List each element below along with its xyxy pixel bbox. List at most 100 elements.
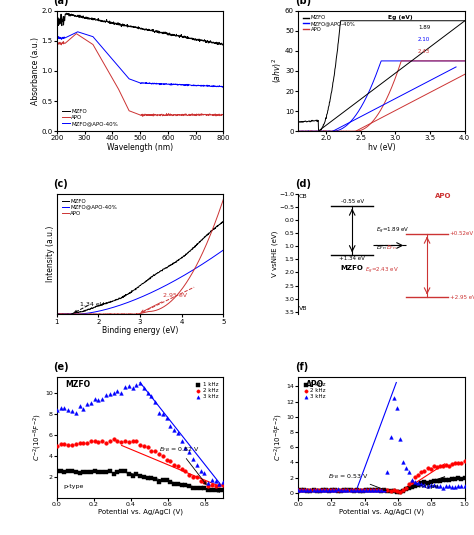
MZFO bbox=[180, 34, 185, 41]
2 kHz bbox=[83, 438, 91, 447]
1 kHz bbox=[455, 474, 462, 483]
2 kHz bbox=[424, 463, 431, 472]
Line: MZFO@APO-40%: MZFO@APO-40% bbox=[57, 32, 223, 87]
1 kHz bbox=[151, 475, 159, 484]
MZFO bbox=[97, 17, 103, 24]
MZFO@APO-40% bbox=[84, 32, 90, 38]
3 kHz bbox=[159, 410, 166, 418]
3 kHz bbox=[76, 402, 83, 410]
2 kHz bbox=[368, 486, 376, 494]
2 kHz bbox=[396, 487, 403, 496]
Text: 2.43: 2.43 bbox=[418, 49, 430, 54]
APO bbox=[70, 311, 75, 318]
2 kHz bbox=[362, 486, 370, 494]
3 kHz bbox=[178, 437, 185, 445]
3 kHz bbox=[155, 409, 163, 417]
MZFO@APO-40% bbox=[180, 82, 185, 88]
Text: APO: APO bbox=[307, 380, 325, 389]
Text: MZFO: MZFO bbox=[341, 265, 364, 271]
1 kHz bbox=[129, 471, 137, 480]
1 kHz bbox=[353, 486, 360, 494]
3 kHz bbox=[442, 482, 450, 491]
Legend: 1 kHz, 2 kHz, 3 kHz: 1 kHz, 2 kHz, 3 kHz bbox=[193, 380, 220, 401]
3 kHz bbox=[72, 408, 80, 417]
Text: APO: APO bbox=[435, 193, 451, 199]
Text: +0.52eV: +0.52eV bbox=[449, 231, 474, 236]
2 kHz bbox=[118, 438, 125, 446]
MZFO bbox=[152, 28, 158, 35]
2 kHz bbox=[147, 447, 155, 455]
2 kHz bbox=[91, 437, 99, 446]
1 kHz bbox=[133, 470, 140, 479]
3 kHz bbox=[137, 378, 144, 387]
3 kHz bbox=[418, 480, 425, 488]
3 kHz bbox=[182, 444, 189, 453]
2 kHz bbox=[381, 486, 388, 494]
3 kHz bbox=[439, 483, 447, 492]
2 kHz bbox=[170, 461, 178, 470]
2 kHz bbox=[87, 437, 95, 445]
3 kHz bbox=[377, 486, 385, 494]
3 kHz bbox=[322, 486, 329, 494]
2 kHz bbox=[408, 477, 416, 486]
MZFO bbox=[152, 271, 158, 278]
1 kHz bbox=[121, 467, 129, 476]
1 kHz bbox=[57, 467, 64, 476]
MZFO@APO-40% bbox=[97, 42, 103, 48]
3 kHz bbox=[95, 396, 102, 404]
1 kHz bbox=[442, 476, 450, 485]
1 kHz bbox=[371, 486, 379, 495]
2 kHz bbox=[344, 486, 351, 494]
2 kHz bbox=[340, 486, 348, 494]
Text: $E_{FB}$ = 0.53 V: $E_{FB}$ = 0.53 V bbox=[328, 472, 386, 491]
3 kHz bbox=[303, 485, 311, 494]
MZFO@APO-40% bbox=[165, 281, 171, 287]
2 kHz bbox=[155, 450, 163, 458]
1 kHz bbox=[439, 476, 447, 484]
3 kHz bbox=[64, 406, 72, 414]
2 kHz bbox=[346, 486, 354, 495]
3 kHz bbox=[430, 481, 438, 490]
X-axis label: Potential vs. Ag/AgCl (V): Potential vs. Ag/AgCl (V) bbox=[98, 508, 182, 515]
1 kHz bbox=[334, 486, 342, 495]
3 kHz bbox=[445, 482, 453, 490]
3 kHz bbox=[68, 407, 76, 415]
MZFO@APO-40% bbox=[83, 310, 89, 317]
2 kHz bbox=[76, 439, 83, 447]
2 kHz bbox=[151, 447, 159, 455]
3 kHz bbox=[455, 482, 462, 491]
APO bbox=[73, 30, 79, 37]
2 kHz bbox=[137, 440, 144, 449]
1 kHz bbox=[368, 486, 376, 495]
Line: APO: APO bbox=[57, 200, 223, 315]
Text: 1.34 eV: 1.34 eV bbox=[74, 302, 104, 312]
3 kHz bbox=[411, 477, 419, 486]
Text: p-type: p-type bbox=[64, 484, 84, 489]
2 kHz bbox=[377, 486, 385, 495]
APO bbox=[97, 54, 103, 60]
1 kHz bbox=[322, 486, 329, 494]
1 kHz bbox=[418, 479, 425, 488]
MZFO@APO-40% bbox=[220, 84, 226, 90]
1 kHz bbox=[457, 475, 465, 483]
1 kHz bbox=[405, 484, 413, 492]
MZFO@APO-40% bbox=[54, 34, 60, 41]
3 kHz bbox=[365, 486, 373, 494]
2 kHz bbox=[430, 462, 438, 471]
1 kHz bbox=[319, 486, 327, 494]
Text: $E_g$=1.89 eV: $E_g$=1.89 eV bbox=[375, 225, 409, 235]
2 kHz bbox=[53, 442, 61, 450]
Text: +2.95 eV: +2.95 eV bbox=[449, 295, 474, 300]
Text: n-type: n-type bbox=[418, 484, 438, 489]
3 kHz bbox=[189, 455, 197, 463]
3 kHz bbox=[340, 485, 348, 494]
1 kHz bbox=[118, 467, 125, 476]
MZFO bbox=[54, 17, 60, 24]
2 kHz bbox=[390, 486, 397, 494]
2 kHz bbox=[102, 439, 110, 447]
2 kHz bbox=[359, 486, 366, 494]
1 kHz bbox=[155, 477, 163, 486]
2 kHz bbox=[439, 461, 447, 470]
2 kHz bbox=[64, 441, 72, 449]
Legend: MZFO, APO, MZFO@APO-40%: MZFO, APO, MZFO@APO-40% bbox=[60, 107, 120, 128]
